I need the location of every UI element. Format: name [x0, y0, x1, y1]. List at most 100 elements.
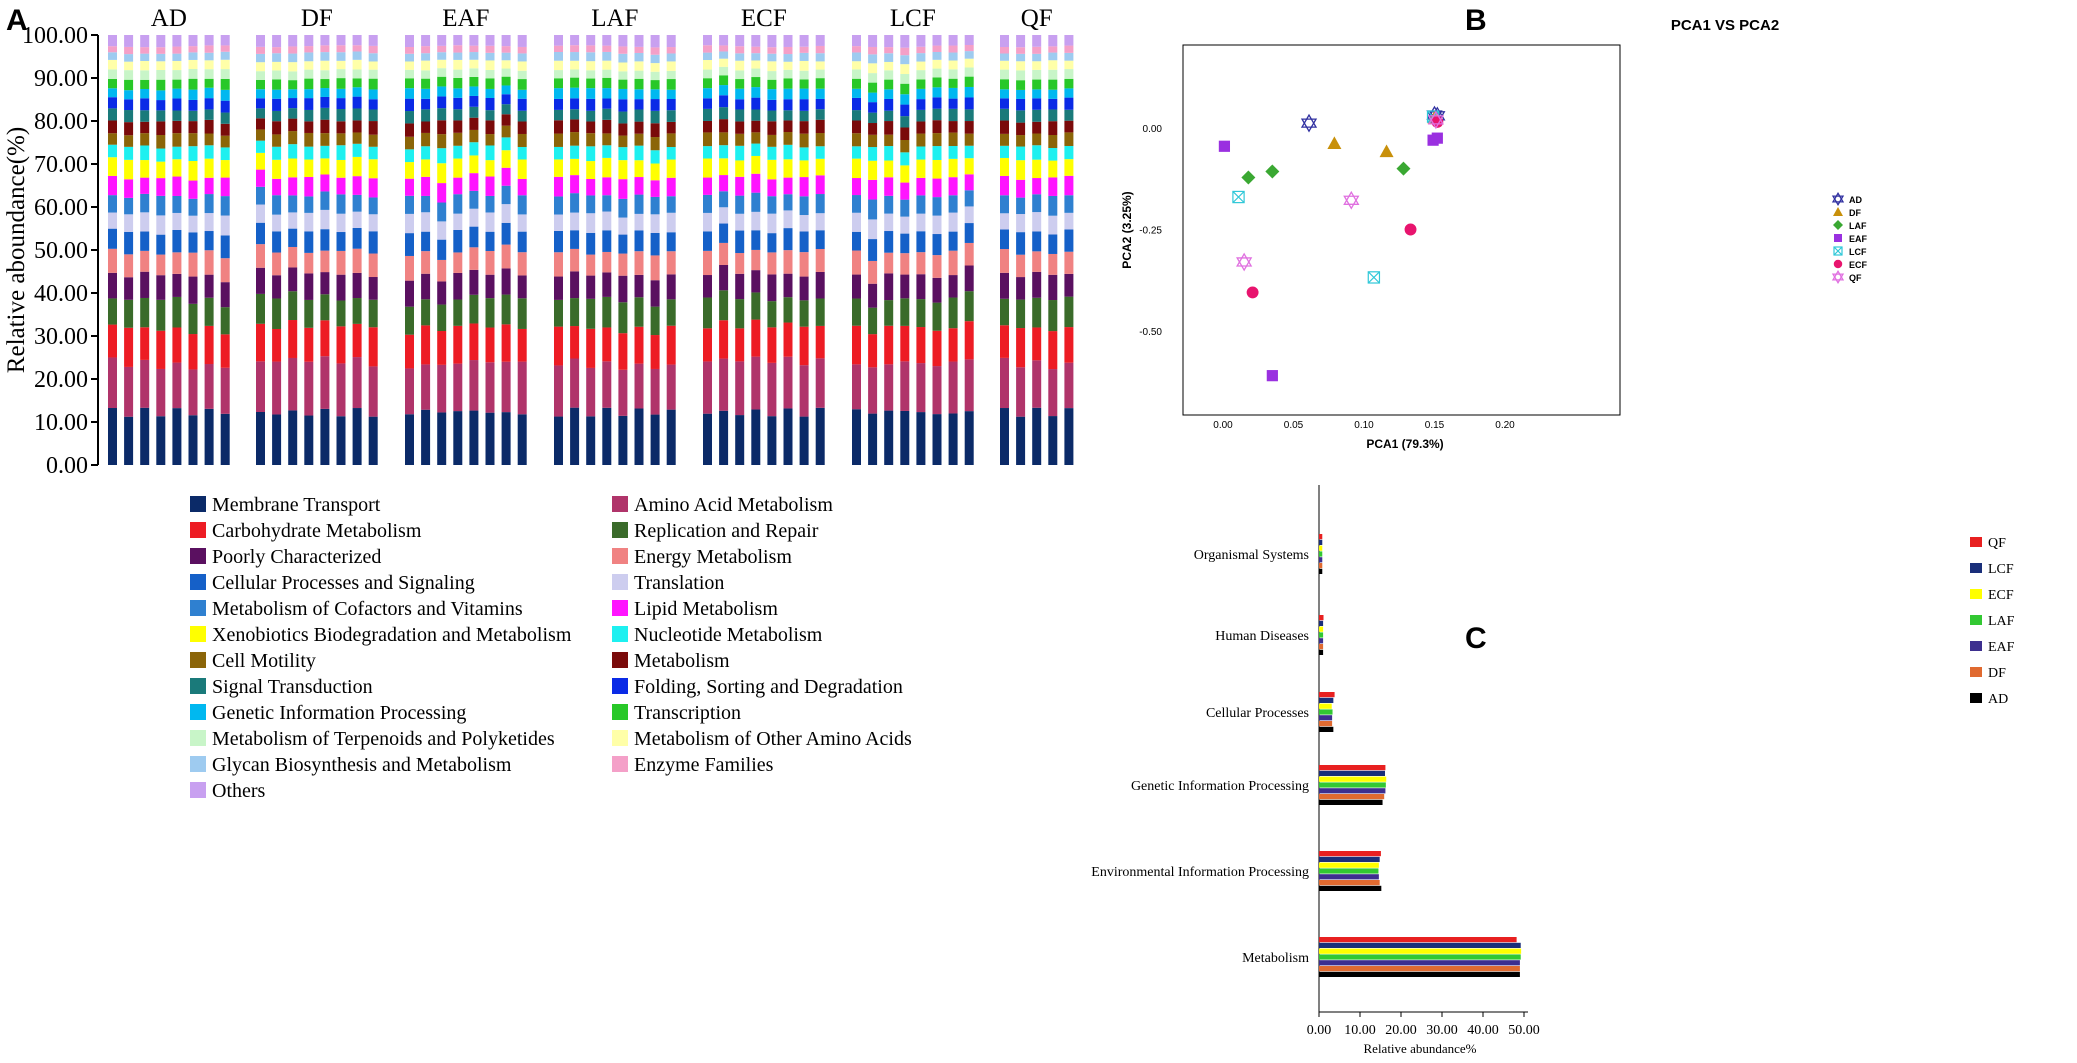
bar-segment — [554, 176, 563, 197]
bar-segment — [172, 60, 182, 71]
x-tick-label: 0.00 — [1213, 420, 1233, 431]
bar-segment — [1016, 89, 1026, 99]
bar-segment — [140, 407, 150, 465]
bar-segment — [586, 367, 596, 417]
bar-segment — [204, 109, 214, 120]
bar-segment — [916, 252, 926, 275]
bar-segment — [916, 35, 926, 47]
bar-segment — [517, 98, 527, 111]
bar-segment — [799, 231, 809, 253]
bar — [1319, 563, 1323, 569]
bar-segment — [469, 173, 479, 191]
bar-segment — [618, 179, 628, 199]
bar-segment — [501, 46, 511, 53]
bar-segment — [204, 250, 214, 275]
bar-segment — [272, 275, 282, 299]
bar-segment — [352, 272, 362, 299]
bar-segment — [288, 177, 298, 196]
bar-segment — [1064, 229, 1074, 252]
bar — [1319, 794, 1385, 800]
bar-segment — [719, 58, 729, 67]
bar-segment — [554, 45, 563, 52]
bar-segment — [751, 211, 761, 231]
bar-segment — [405, 255, 414, 281]
bar-segment — [703, 275, 712, 298]
bar-segment — [469, 45, 479, 53]
bar-segment — [256, 186, 265, 205]
bar-segment — [437, 331, 447, 365]
bar-segment — [256, 222, 265, 245]
bar-segment — [634, 89, 644, 100]
bar-segment — [868, 102, 878, 113]
bar-segment — [336, 52, 346, 61]
bar-segment — [220, 89, 230, 101]
bar-segment — [884, 47, 894, 54]
bar-segment — [964, 321, 974, 360]
bar-segment — [156, 90, 166, 101]
bar-segment — [1048, 52, 1058, 61]
bar-segment — [256, 46, 265, 54]
bar-segment — [884, 35, 894, 48]
bar-segment — [256, 89, 265, 99]
bar-segment — [767, 213, 777, 234]
legend-swatch — [190, 678, 206, 694]
bar-segment — [405, 69, 414, 79]
bar-segment — [469, 76, 479, 87]
bar-segment — [751, 173, 761, 193]
bar-segment — [368, 146, 378, 160]
bar-segment — [156, 330, 166, 369]
bar-segment — [108, 408, 117, 465]
bar-segment — [256, 204, 265, 223]
bar-segment — [618, 71, 628, 80]
scatter-point — [1367, 271, 1381, 284]
bar-segment — [586, 178, 596, 196]
bar-segment — [852, 46, 861, 53]
bar-segment — [453, 194, 463, 214]
bar-segment — [666, 364, 676, 410]
bar-segment — [719, 132, 729, 146]
bar-segment — [932, 197, 942, 216]
bar-segment — [1016, 179, 1026, 198]
bar — [1319, 715, 1333, 721]
bar-segment — [735, 121, 745, 134]
bar-segment — [405, 213, 414, 234]
bar-segment — [405, 162, 414, 179]
bar-segment — [1016, 98, 1026, 111]
bar-segment — [751, 356, 761, 410]
bar-segment — [352, 248, 362, 273]
bar-segment — [767, 53, 777, 62]
bar-segment — [868, 219, 878, 240]
bar-segment — [783, 177, 793, 195]
bar-segment — [405, 123, 414, 137]
bar-segment — [916, 274, 926, 300]
bar-segment — [570, 119, 580, 133]
bar-segment — [650, 80, 660, 90]
legend-swatch — [612, 626, 628, 642]
bar-segment — [172, 46, 182, 54]
bar-segment — [220, 282, 230, 308]
bar-segment — [517, 133, 527, 148]
bar-segment — [1000, 60, 1009, 70]
bar-segment — [469, 52, 479, 60]
bar-segment — [469, 360, 479, 411]
legend-swatch — [612, 756, 628, 772]
bar-segment — [336, 274, 346, 301]
bar-segment — [437, 68, 447, 77]
bar-segment — [1032, 251, 1042, 272]
bar-segment — [650, 89, 660, 100]
bar-segment — [140, 121, 150, 134]
bar-segment — [735, 99, 745, 110]
bar-segment — [767, 35, 777, 48]
bar-segment — [485, 250, 495, 275]
bar — [1319, 799, 1383, 805]
bar-segment — [602, 145, 612, 158]
legend-label: Signal Transduction — [212, 676, 373, 698]
bar-segment — [1000, 47, 1009, 54]
bar-segment — [421, 98, 431, 110]
bar-segment — [815, 98, 825, 110]
bar-segment — [783, 132, 793, 145]
bar-segment — [735, 70, 745, 80]
bar — [1319, 649, 1324, 655]
bar-segment — [964, 58, 974, 68]
bar — [1319, 851, 1381, 857]
